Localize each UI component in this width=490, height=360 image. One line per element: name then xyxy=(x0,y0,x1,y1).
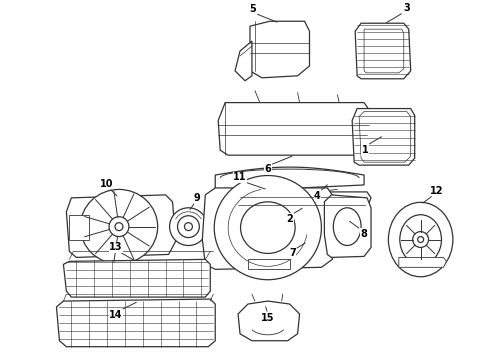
Text: 10: 10 xyxy=(100,179,114,189)
Polygon shape xyxy=(218,103,371,155)
Polygon shape xyxy=(250,21,310,78)
Polygon shape xyxy=(238,301,299,341)
Text: 15: 15 xyxy=(261,313,274,323)
Ellipse shape xyxy=(170,208,207,246)
Text: 13: 13 xyxy=(109,243,123,252)
Ellipse shape xyxy=(417,237,424,243)
Polygon shape xyxy=(202,188,334,269)
Ellipse shape xyxy=(241,202,295,253)
Ellipse shape xyxy=(115,223,123,231)
Ellipse shape xyxy=(400,215,441,264)
Ellipse shape xyxy=(177,216,199,238)
Text: 2: 2 xyxy=(286,214,293,224)
Polygon shape xyxy=(399,257,446,267)
Ellipse shape xyxy=(184,223,193,231)
Polygon shape xyxy=(66,195,175,257)
Polygon shape xyxy=(324,195,371,257)
Polygon shape xyxy=(248,260,290,269)
Polygon shape xyxy=(56,299,215,347)
Text: 7: 7 xyxy=(289,248,296,258)
Polygon shape xyxy=(352,109,415,165)
Polygon shape xyxy=(232,192,371,212)
Text: 14: 14 xyxy=(109,310,123,320)
Ellipse shape xyxy=(389,202,453,277)
Text: 4: 4 xyxy=(314,191,321,201)
Text: 11: 11 xyxy=(233,172,247,182)
Text: 8: 8 xyxy=(361,229,368,239)
Text: 1: 1 xyxy=(362,145,368,155)
Text: 6: 6 xyxy=(265,164,271,174)
Text: 5: 5 xyxy=(249,4,256,14)
Ellipse shape xyxy=(413,231,429,247)
Polygon shape xyxy=(63,260,210,297)
Polygon shape xyxy=(70,215,89,239)
Ellipse shape xyxy=(214,176,321,280)
Polygon shape xyxy=(215,167,364,192)
Text: 9: 9 xyxy=(194,193,201,203)
Polygon shape xyxy=(235,41,252,81)
Text: 3: 3 xyxy=(403,3,410,13)
Text: 12: 12 xyxy=(430,186,443,196)
Ellipse shape xyxy=(333,208,361,246)
Ellipse shape xyxy=(80,189,158,264)
Polygon shape xyxy=(355,23,411,79)
Ellipse shape xyxy=(109,217,129,237)
Polygon shape xyxy=(262,215,344,247)
